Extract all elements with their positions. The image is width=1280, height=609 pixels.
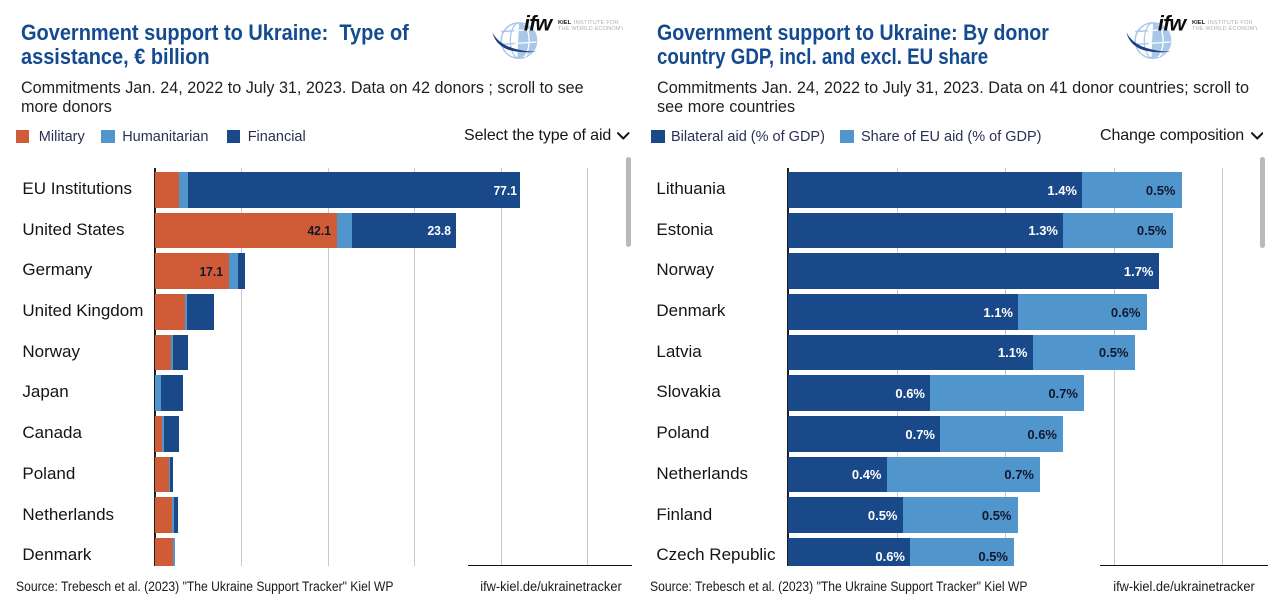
svg-text:INSTITUTE FOR: INSTITUTE FOR (574, 20, 619, 26)
svg-text:THE WORLD ECONOMY: THE WORLD ECONOMY (1192, 26, 1257, 32)
svg-text:KIEL: KIEL (1192, 20, 1206, 26)
svg-text:ifw: ifw (524, 11, 554, 35)
svg-text:THE WORLD ECONOMY: THE WORLD ECONOMY (558, 26, 623, 32)
svg-text:KIEL: KIEL (558, 20, 572, 26)
svg-text:ifw: ifw (1158, 11, 1188, 35)
svg-text:INSTITUTE FOR: INSTITUTE FOR (1208, 20, 1253, 26)
